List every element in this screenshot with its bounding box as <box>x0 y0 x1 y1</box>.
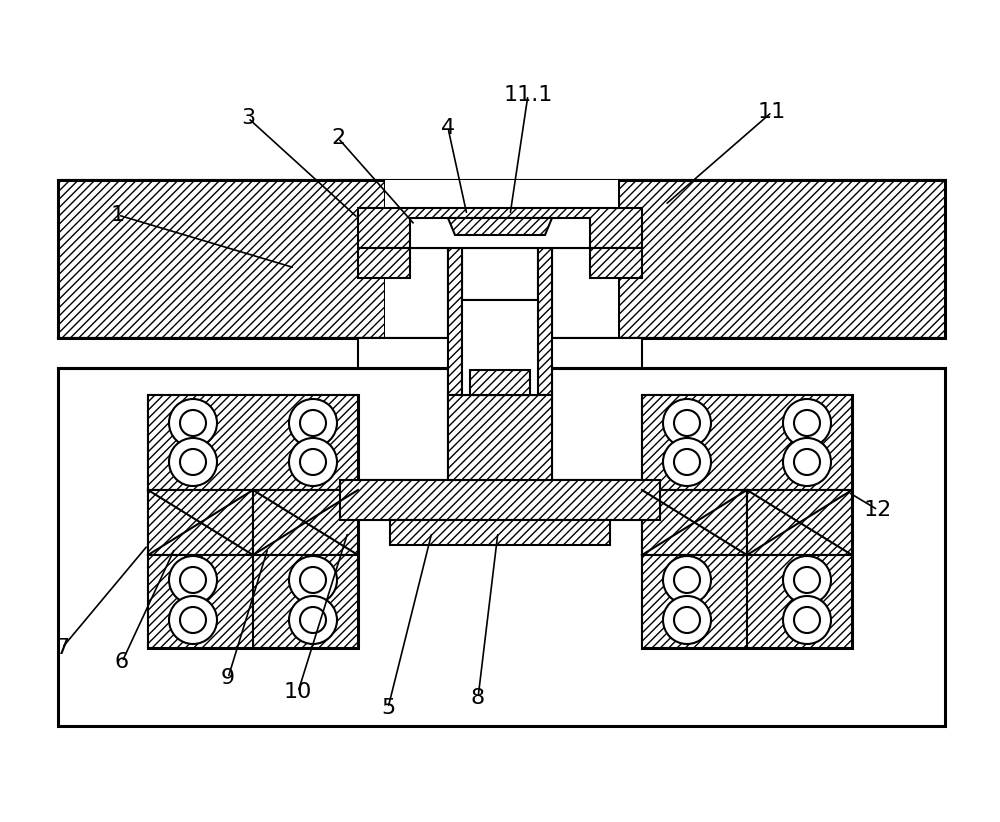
Bar <box>462 300 538 395</box>
Bar <box>253 490 358 555</box>
Text: 11: 11 <box>758 102 786 122</box>
Circle shape <box>289 438 337 486</box>
Circle shape <box>300 449 326 475</box>
Bar <box>410 218 590 248</box>
Bar <box>358 208 642 248</box>
Text: 1: 1 <box>111 205 125 225</box>
Circle shape <box>289 556 337 604</box>
Text: 7: 7 <box>55 638 69 658</box>
Bar <box>747 490 852 555</box>
Circle shape <box>783 438 831 486</box>
Circle shape <box>300 410 326 436</box>
Text: 4: 4 <box>441 118 455 138</box>
Circle shape <box>169 556 217 604</box>
Circle shape <box>663 596 711 644</box>
Circle shape <box>663 399 711 447</box>
Bar <box>58 180 385 338</box>
Bar <box>148 490 253 555</box>
Polygon shape <box>538 248 552 395</box>
Bar <box>358 338 642 368</box>
Circle shape <box>674 410 700 436</box>
Text: 10: 10 <box>284 682 312 702</box>
Bar <box>385 180 618 338</box>
Circle shape <box>783 556 831 604</box>
Text: 11.1: 11.1 <box>503 85 553 105</box>
Bar <box>148 555 358 648</box>
Circle shape <box>794 567 820 593</box>
Circle shape <box>783 399 831 447</box>
Bar <box>642 395 852 648</box>
Circle shape <box>169 438 217 486</box>
Circle shape <box>783 596 831 644</box>
Bar <box>642 555 852 648</box>
Circle shape <box>674 449 700 475</box>
Circle shape <box>289 596 337 644</box>
Circle shape <box>289 399 337 447</box>
Circle shape <box>663 556 711 604</box>
Text: 3: 3 <box>241 108 255 128</box>
Circle shape <box>674 567 700 593</box>
Circle shape <box>180 449 206 475</box>
Bar <box>340 480 660 520</box>
Text: 8: 8 <box>471 688 485 708</box>
Text: 2: 2 <box>331 128 345 148</box>
Bar <box>642 395 852 490</box>
Bar <box>58 368 945 726</box>
Circle shape <box>169 596 217 644</box>
Text: 12: 12 <box>864 500 892 520</box>
Bar <box>148 395 358 490</box>
Bar <box>642 490 747 555</box>
Bar <box>618 180 945 338</box>
Circle shape <box>180 607 206 633</box>
Polygon shape <box>448 218 552 235</box>
Bar <box>448 395 552 480</box>
Circle shape <box>169 399 217 447</box>
Bar <box>358 248 410 278</box>
Text: 5: 5 <box>381 698 395 718</box>
Circle shape <box>180 410 206 436</box>
Polygon shape <box>448 248 462 395</box>
Bar <box>590 248 642 278</box>
Bar <box>148 395 358 648</box>
Circle shape <box>180 567 206 593</box>
Circle shape <box>300 607 326 633</box>
Circle shape <box>300 567 326 593</box>
Text: 6: 6 <box>115 652 129 672</box>
Circle shape <box>674 607 700 633</box>
Text: 9: 9 <box>221 668 235 688</box>
Bar <box>470 370 530 395</box>
Circle shape <box>794 449 820 475</box>
Bar <box>390 520 610 545</box>
Circle shape <box>794 607 820 633</box>
Circle shape <box>794 410 820 436</box>
Circle shape <box>663 438 711 486</box>
